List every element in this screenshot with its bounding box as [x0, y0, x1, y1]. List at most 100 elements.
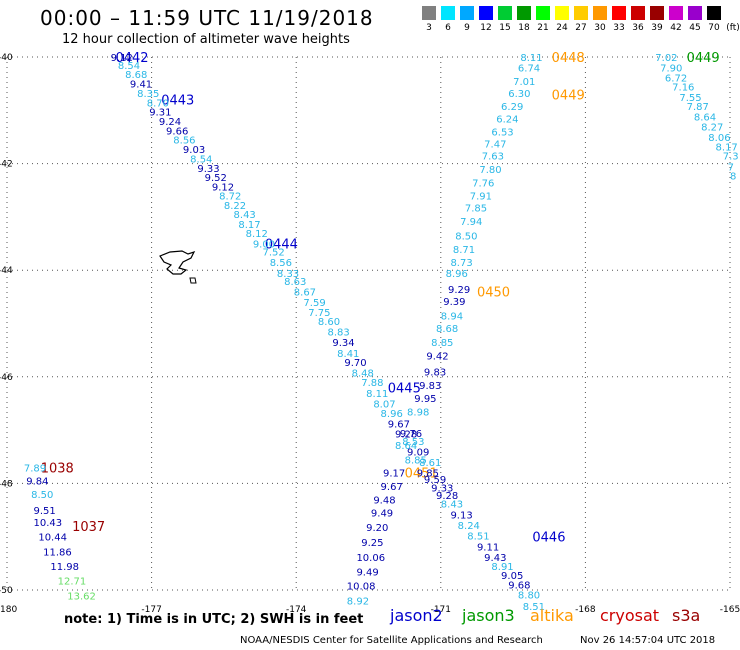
wave-height-value: 9.28: [395, 429, 417, 440]
wave-height-value: 11.86: [43, 548, 72, 559]
wave-height-value: 9.00: [253, 240, 275, 251]
wave-height-value: 8.80: [518, 590, 540, 601]
color-scale-swatch: [479, 6, 493, 20]
color-scale-swatch: [498, 6, 512, 20]
wave-height-value: 6.24: [496, 114, 518, 125]
color-scale-label: 27: [575, 23, 587, 33]
wave-height-value: 10.06: [356, 553, 385, 564]
pass-number-label: 0443: [161, 94, 194, 109]
pass-number-label: 1037: [72, 520, 105, 535]
color-scale-swatch: [441, 6, 455, 20]
color-scale-swatch: [536, 6, 550, 20]
wave-height-value: 7.75: [308, 308, 330, 319]
pass-number-label: 0444: [265, 238, 298, 253]
wave-height-value: 9.41: [130, 80, 152, 91]
wave-height-value: 9.43: [484, 553, 506, 564]
lat-tick-label: -46: [0, 373, 13, 383]
lon-tick-label: -168: [575, 605, 596, 615]
wave-height-value: 7.85: [465, 203, 487, 214]
wave-height-value: 7.59: [303, 298, 325, 309]
wave-height-value: 7.63: [482, 152, 504, 163]
wave-height-value: 10.44: [38, 533, 67, 544]
wave-height-value: 9.66: [166, 127, 188, 138]
wave-height-value: 8.83: [328, 327, 350, 338]
pass-number-label: 0445: [388, 381, 421, 396]
color-scale-label: 3: [426, 23, 432, 33]
wave-height-value: 7.55: [679, 93, 701, 104]
lat-tick-label: -40: [0, 53, 13, 63]
wave-height-value: 9.76: [400, 429, 422, 440]
wave-height-value: 8.60: [318, 317, 340, 328]
lon-tick-label: -174: [286, 605, 307, 615]
wave-height-value: 8.11: [366, 389, 388, 400]
color-scale-label: 18: [518, 23, 530, 33]
color-scale-label: 15: [499, 23, 511, 33]
wave-height-value: 9.68: [508, 581, 530, 592]
footer-note: note: 1) Time is in UTC; 2) SWH is in fe…: [64, 612, 364, 627]
wave-height-value: 8.17: [716, 143, 738, 154]
wave-height-value: 8.11: [520, 53, 542, 64]
color-scale-label: 39: [651, 23, 663, 33]
wave-height-value: 7: [728, 162, 734, 173]
pass-labels: 0442 0443 0444 0445 0446 0448 0449 0449 0450 0451…: [41, 51, 720, 546]
color-scale-label: 9: [464, 23, 470, 33]
pitt-island-outline: [189, 277, 197, 284]
wave-height-value: 8.51: [523, 602, 545, 613]
color-scale-label: 21: [537, 23, 549, 33]
wave-height-value: 7.80: [479, 165, 501, 176]
axis-tick-labels: -40 -42 -44 -46 -48 -50 -180 -177 -174 -171 -168 -1…: [0, 53, 740, 615]
wave-height-value: 8.94: [441, 312, 463, 323]
wave-height-value: 8.07: [373, 399, 395, 410]
wave-height-value: 8.43: [441, 500, 463, 511]
color-scale-swatch: [422, 6, 436, 20]
wave-height-value: 9.39: [443, 297, 465, 308]
color-scale-swatch: [669, 6, 683, 20]
color-scale-label: 6: [445, 23, 451, 33]
wave-height-value: 9.24: [159, 117, 181, 128]
wave-height-value: 9.67: [388, 420, 410, 431]
wave-height-value: 7.3: [723, 152, 739, 163]
wave-height-value: 7.89: [24, 463, 46, 474]
wave-height-value: 8.96: [446, 269, 468, 280]
wave-height-value: 8.12: [246, 229, 268, 240]
wave-height-value: 9.49: [371, 509, 393, 520]
wave-height-value: 8.67: [294, 288, 316, 299]
wave-height-value: 8.53: [402, 437, 424, 448]
legend-jason2: jason2: [390, 606, 443, 625]
lon-tick-label: -177: [141, 605, 161, 615]
legend-altika: altika: [530, 606, 574, 625]
wave-height-value: 9.12: [212, 183, 234, 194]
wave-height-value: 8.56: [270, 258, 292, 269]
wave-height-value: 6.30: [508, 89, 530, 100]
color-scale-swatch: [612, 6, 626, 20]
wave-height-value: 8.27: [701, 122, 723, 133]
wave-height-value: 7.76: [472, 178, 494, 189]
wave-height-value: 6.53: [491, 128, 513, 139]
wave-height-value: 8.35: [137, 89, 159, 100]
wave-height-value: 9.25: [361, 538, 383, 549]
pass-number-label: 0451: [405, 467, 438, 482]
color-scale-label: 33: [613, 23, 625, 33]
wave-height-value: 9.11: [477, 542, 499, 553]
wave-height-value: 9.59: [424, 475, 446, 486]
wave-height-value: 10.08: [347, 582, 376, 593]
pass-number-label: 1038: [41, 461, 74, 476]
color-scale-label: 70: [708, 23, 720, 33]
wave-height-value: 8.91: [491, 562, 513, 573]
wave-height-value: 9.13: [450, 510, 472, 521]
wave-height-value: 7.16: [672, 82, 694, 93]
wave-height-value: 9.09: [407, 447, 429, 458]
color-scale-label: 30: [594, 23, 606, 33]
wave-height-value: 8.73: [450, 258, 472, 269]
wave-height-value: 9.34: [332, 338, 354, 349]
wave-height-value: 9.33: [431, 484, 453, 495]
lat-tick-label: -50: [0, 586, 13, 596]
wave-height-value: 9.17: [383, 469, 405, 480]
wave-height-value: 9.12: [111, 53, 133, 64]
legend-jason3: jason3: [462, 606, 515, 625]
wave-height-value: 9.51: [34, 506, 56, 517]
wave-height-value: 9.49: [356, 567, 378, 578]
wave-height-value: 8.56: [173, 136, 195, 147]
chatham-island-outline: [159, 250, 196, 275]
